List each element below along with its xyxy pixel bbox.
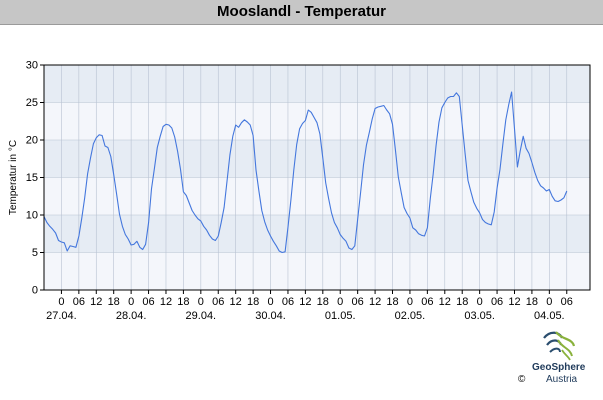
temperature-chart: 0 5 10 15 20 25 30 0 06 12 18 0 06 12 18 0 06 12 18 0 06 12 1… — [8, 60, 591, 322]
x-date-label: 29.04. — [186, 310, 217, 322]
x-tick-label: 12 — [299, 296, 311, 308]
x-tick-label: 12 — [160, 296, 172, 308]
x-tick-label: 0 — [128, 296, 134, 308]
y-tick-label: 20 — [26, 135, 38, 147]
x-tick-label: 0 — [546, 296, 552, 308]
x-tick-label: 18 — [526, 296, 538, 308]
y-tick-label: 15 — [26, 172, 38, 184]
x-tick-label: 06 — [212, 296, 224, 308]
x-tick-label: 06 — [282, 296, 294, 308]
plot-band — [44, 65, 590, 103]
x-tick-label: 06 — [142, 296, 154, 308]
plot-band — [44, 102, 590, 140]
x-tick-label: 18 — [108, 296, 120, 308]
y-tick-label: 10 — [26, 210, 38, 222]
plot-band — [44, 252, 590, 290]
x-tick-label: 06 — [561, 296, 573, 308]
y-tick-label: 25 — [26, 97, 38, 109]
logo-subtitle: Austria — [546, 374, 578, 385]
x-tick-label: 0 — [58, 296, 64, 308]
x-tick-label: 0 — [477, 296, 483, 308]
y-axis-ticks: 0 5 10 15 20 25 30 — [26, 60, 44, 297]
x-tick-label: 18 — [177, 296, 189, 308]
x-date-label: 30.04. — [255, 310, 286, 322]
geosphere-mark-icon — [543, 331, 576, 361]
x-tick-label: 12 — [439, 296, 451, 308]
logo-name: GeoSphere — [532, 362, 586, 373]
x-date-label: 28.04. — [116, 310, 147, 322]
temperature-series-line — [43, 91, 568, 254]
x-tick-label: 06 — [421, 296, 433, 308]
x-tick-label: 12 — [90, 296, 102, 308]
chart-title: Mooslandl - Temperatur — [217, 3, 386, 20]
geosphere-logo: GeoSphere © Austria — [514, 328, 600, 398]
x-tick-label: 06 — [73, 296, 85, 308]
x-tick-label: 12 — [230, 296, 242, 308]
plot-band — [44, 215, 590, 253]
x-date-label: 01.05. — [325, 310, 356, 322]
y-tick-label: 0 — [32, 285, 38, 297]
x-tick-label: 18 — [386, 296, 398, 308]
x-date-label: 04.05. — [534, 310, 565, 322]
copyright-mark: © — [518, 374, 526, 385]
y-axis-label: Temperatur in °C — [8, 140, 19, 215]
plot-bands — [44, 65, 590, 290]
x-tick-label: 12 — [508, 296, 520, 308]
x-date-label: 03.05. — [464, 310, 495, 322]
plot-band — [44, 177, 590, 215]
plot-band — [44, 140, 590, 178]
x-tick-label: 18 — [317, 296, 329, 308]
x-tick-label: 18 — [247, 296, 259, 308]
x-tick-label: 06 — [491, 296, 503, 308]
x-tick-label: 0 — [267, 296, 273, 308]
x-tick-label: 06 — [352, 296, 364, 308]
y-tick-label: 5 — [32, 247, 38, 259]
y-tick-label: 30 — [26, 60, 38, 72]
x-tick-label: 0 — [407, 296, 413, 308]
x-date-label: 02.05. — [395, 310, 426, 322]
x-tick-label: 0 — [198, 296, 204, 308]
x-tick-label: 0 — [337, 296, 343, 308]
x-tick-label: 12 — [369, 296, 381, 308]
x-tick-label: 18 — [456, 296, 468, 308]
title-bar: Mooslandl - Temperatur — [0, 0, 603, 25]
x-axis-ticks: 0 06 12 18 0 06 12 18 0 06 12 18 0 06 12 18 0 06 12 18 0 06 12… — [46, 290, 573, 322]
x-date-label: 27.04. — [46, 310, 77, 322]
